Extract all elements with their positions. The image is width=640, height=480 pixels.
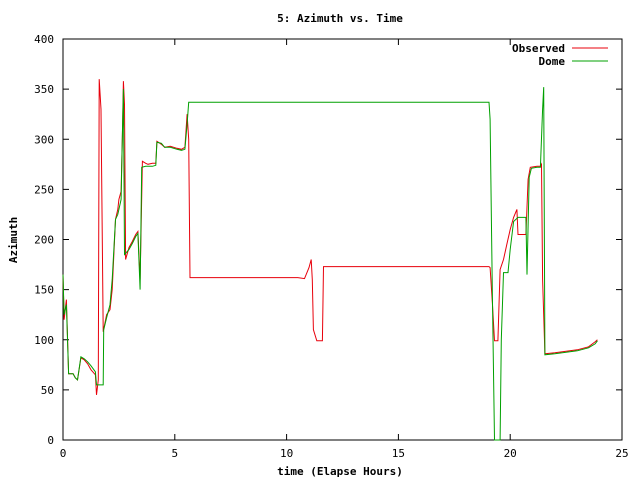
x-tick-label: 25 xyxy=(615,447,628,460)
series-layer xyxy=(62,79,598,441)
x-tick-label: 10 xyxy=(280,447,293,460)
y-tick-label: 0 xyxy=(47,434,54,447)
chart-title: 5: Azimuth vs. Time xyxy=(277,12,403,25)
y-tick-label: 50 xyxy=(41,384,54,397)
x-tick-label: 20 xyxy=(504,447,517,460)
y-tick-label: 300 xyxy=(34,133,54,146)
x-tick-label: 0 xyxy=(60,447,67,460)
y-tick-label: 200 xyxy=(34,234,54,247)
y-tick-label: 250 xyxy=(34,183,54,196)
x-tick-label: 15 xyxy=(392,447,405,460)
y-axis-ticks: 0 50 100 150 200 250 300 350 400 xyxy=(34,33,622,447)
legend-label-observed: Observed xyxy=(512,42,565,55)
y-tick-label: 350 xyxy=(34,83,54,96)
y-axis-label: Azimuth xyxy=(7,217,20,263)
y-tick-label: 100 xyxy=(34,334,54,347)
plot-frame xyxy=(62,38,623,441)
x-tick-label: 5 xyxy=(171,447,178,460)
y-tick-label: 400 xyxy=(34,33,54,46)
legend-label-dome: Dome xyxy=(539,55,566,68)
x-axis-label: time (Elapse Hours) xyxy=(277,465,403,478)
y-tick-label: 150 xyxy=(34,284,54,297)
series-line-dome xyxy=(62,87,598,441)
series-line-observed xyxy=(62,79,598,395)
x-axis-ticks: 0 5 10 15 20 25 xyxy=(60,39,629,460)
